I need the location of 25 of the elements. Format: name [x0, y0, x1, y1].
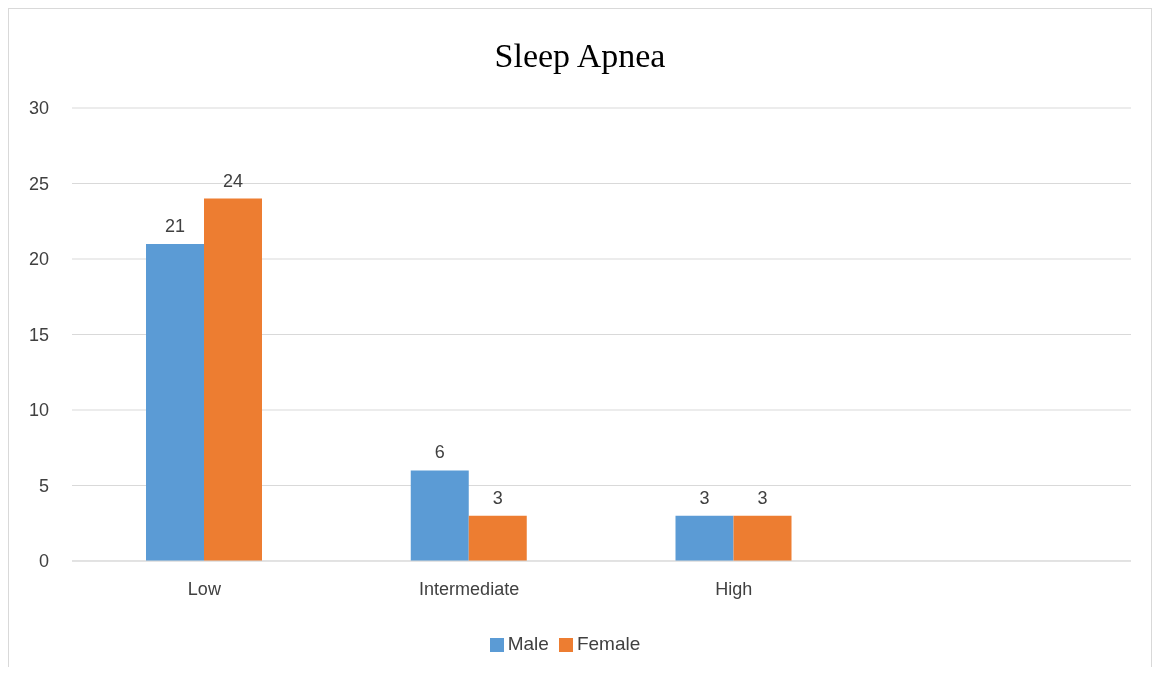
bar — [146, 243, 204, 561]
data-label: 3 — [757, 487, 768, 508]
data-label: 3 — [699, 487, 710, 508]
data-label: 6 — [434, 442, 445, 463]
x-tick-label: Low — [187, 578, 222, 599]
legend-label: Male — [507, 633, 549, 654]
y-tick-label: 25 — [28, 173, 49, 194]
x-tick-label: Intermediate — [419, 578, 520, 599]
y-tick-label: 30 — [28, 98, 49, 119]
x-tick-label: High — [715, 578, 753, 599]
bar — [675, 515, 734, 561]
y-tick-label: 10 — [28, 400, 49, 421]
y-tick-label: 5 — [38, 475, 49, 496]
data-label: 24 — [222, 170, 244, 191]
data-label: 21 — [164, 215, 186, 236]
y-tick-label: 0 — [38, 551, 49, 572]
legend-label: Female — [576, 633, 641, 654]
y-tick-label: 20 — [28, 249, 49, 270]
chart-title: Sleep Apnea — [493, 37, 667, 75]
bar — [204, 198, 262, 561]
bar — [733, 515, 792, 561]
y-tick-label: 15 — [28, 324, 49, 345]
bar — [468, 515, 527, 561]
bar — [410, 470, 469, 561]
data-label: 3 — [492, 487, 503, 508]
